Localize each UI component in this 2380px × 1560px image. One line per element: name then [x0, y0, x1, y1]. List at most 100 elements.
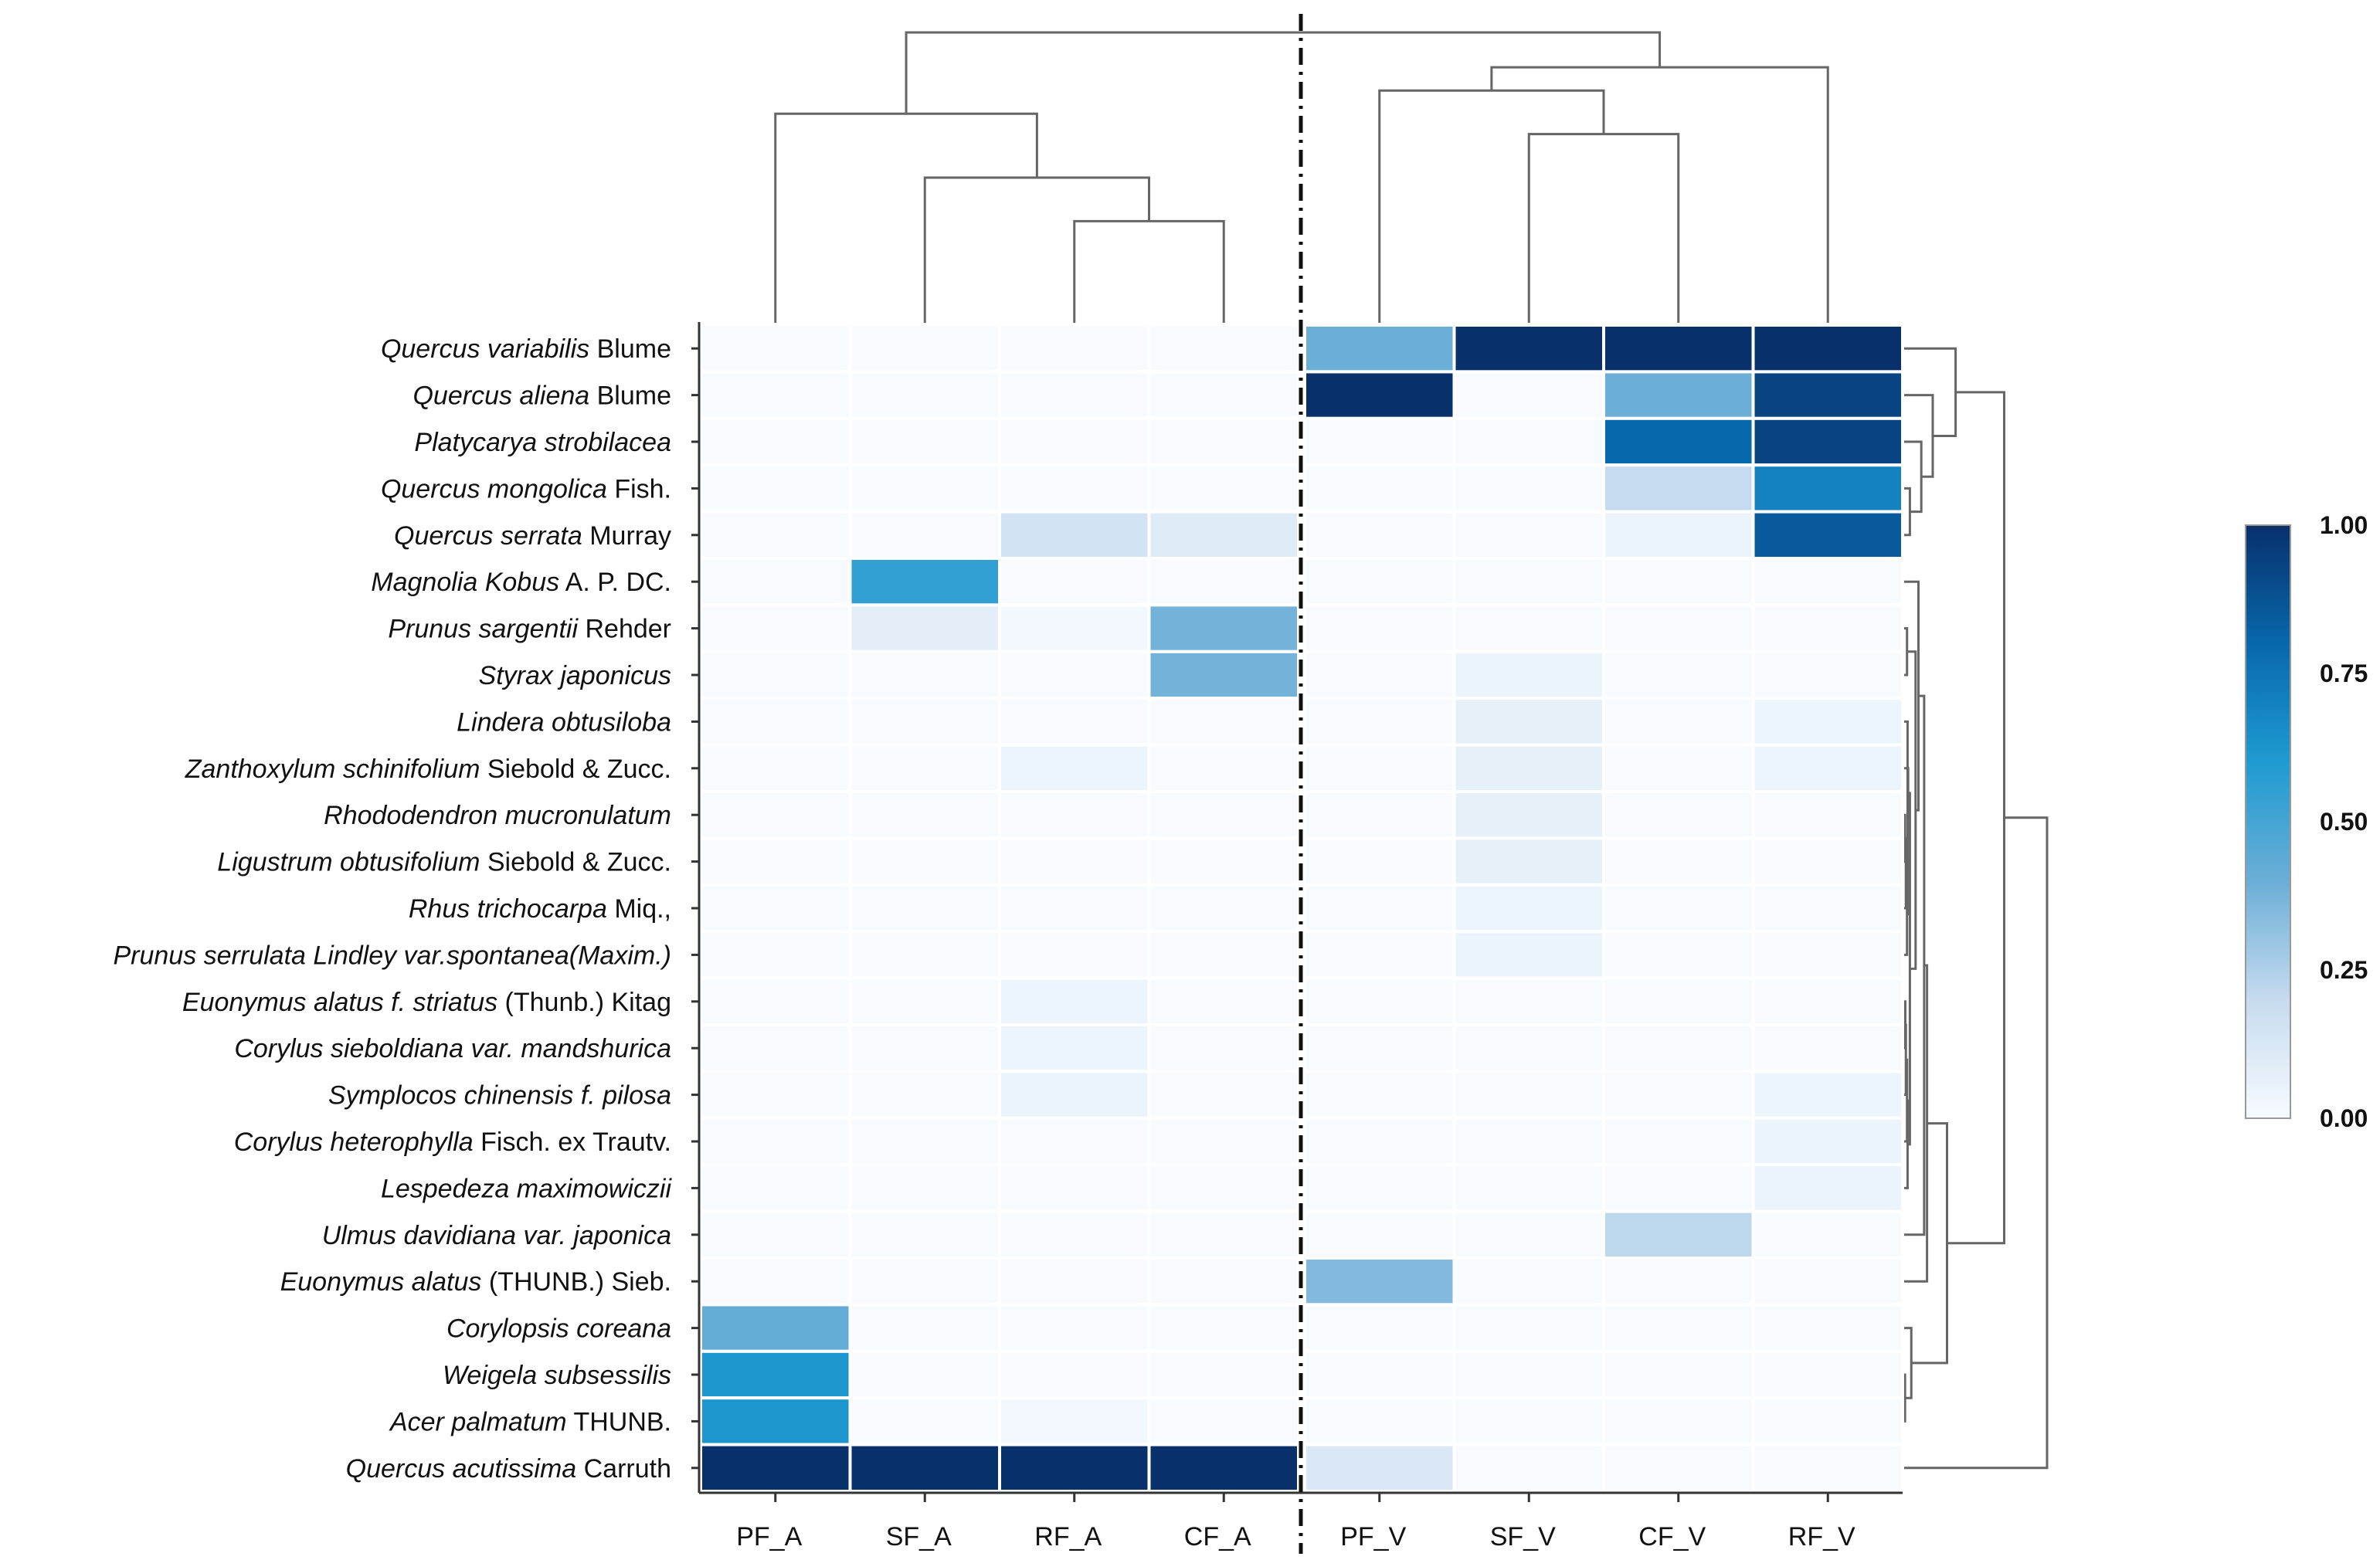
heatmap-cell: [848, 370, 1001, 420]
heatmap-cell: [1452, 557, 1605, 607]
heatmap-cell: [699, 510, 852, 560]
heatmap-cell: [1303, 1349, 1456, 1400]
heatmap-cell: [848, 1209, 1001, 1260]
row-dendrogram-branch: [1904, 816, 2049, 1470]
heatmap-cell: [1602, 510, 1755, 560]
heatmap-cell: [1602, 649, 1755, 700]
heatmap-cell: [1303, 743, 1456, 793]
heatmap-cell: [1452, 603, 1605, 653]
heatmap-cells: [699, 324, 1904, 1493]
heatmap-cell: [1602, 836, 1755, 887]
row-label: Zanthoxylum schinifolium Siebold & Zucc.: [185, 755, 671, 784]
row-label: Corylus sieboldiana var. mandshurica: [234, 1034, 671, 1063]
heatmap-cell: [1147, 790, 1300, 840]
heatmap-cell: [1452, 1256, 1605, 1307]
column-dendrogram-branch: [923, 176, 1150, 323]
heatmap-cell: [998, 743, 1151, 793]
row-label: Corylus heterophylla Fisch. ex Trautv.: [234, 1128, 671, 1157]
heatmap-cell: [848, 1163, 1001, 1213]
row-label: Weigela subsessilis: [443, 1361, 671, 1390]
heatmap-cell: [1303, 649, 1456, 700]
heatmap-cell: [1452, 416, 1605, 467]
row-dendrogram: [1903, 347, 2049, 1470]
column-labels: PF_A SF_A RF_A CF_A PF_V SF_V CF_V RF_V: [736, 1522, 1855, 1552]
row-label-taxon: Lindera obtusiloba: [457, 707, 671, 737]
row-label-taxon: Quercus variabilis: [381, 334, 589, 364]
heatmap-cell: [699, 1256, 852, 1307]
row-dendrogram-branch: [1904, 347, 1957, 437]
heatmap-cell: [998, 1349, 1151, 1400]
row-label: Quercus acutissima Carruth: [346, 1454, 671, 1484]
heatmap-cell: [848, 1070, 1001, 1120]
heatmap-cell: [1751, 743, 1904, 793]
heatmap-cell: [1303, 976, 1456, 1026]
heatmap-cell: [848, 416, 1001, 467]
heatmap-cell: [1602, 1070, 1755, 1120]
heatmap-cell: [1303, 463, 1456, 514]
row-label: Symplocos chinensis f. pilosa: [328, 1081, 671, 1111]
heatmap-cell: [1147, 1443, 1300, 1493]
row-label: Rhododendron mucronulatum: [324, 801, 671, 830]
row-label-taxon: Euonymus alatus: [280, 1267, 482, 1297]
heatmap-cell: [1602, 324, 1755, 374]
heatmap-cell: [1147, 1349, 1300, 1400]
row-label: Lindera obtusiloba: [457, 707, 671, 737]
row-label-authority: Rehder: [578, 615, 671, 644]
heatmap-cell: [1751, 510, 1904, 560]
colorbar-tick-label: 0.75: [2320, 660, 2368, 687]
heatmap-cell: [1452, 649, 1605, 700]
heatmap-cell: [1303, 416, 1456, 467]
row-label: Ulmus davidiana var. japonica: [322, 1221, 671, 1250]
heatmap-cell: [699, 1396, 852, 1446]
row-label-taxon: Corylus sieboldiana var. mandshurica: [234, 1034, 671, 1063]
heatmap-cell: [1303, 510, 1456, 560]
column-label: CF_A: [1184, 1522, 1251, 1552]
heatmap-cell: [998, 1070, 1151, 1120]
heatmap-cell: [1602, 697, 1755, 747]
heatmap-cell: [1147, 416, 1300, 467]
heatmap-cell: [848, 930, 1001, 980]
heatmap-cell: [1452, 930, 1605, 980]
heatmap-cell: [1452, 1116, 1605, 1167]
heatmap-cell: [699, 1163, 852, 1213]
heatmap-cell: [1303, 1209, 1456, 1260]
heatmap-cell: [699, 557, 852, 607]
heatmap-cell: [1602, 557, 1755, 607]
heatmap-cell: [1602, 370, 1755, 420]
heatmap-cell: [1602, 416, 1755, 467]
heatmap-cell: [848, 1396, 1001, 1446]
heatmap-cell: [699, 836, 852, 887]
row-label-taxon: Quercus acutissima: [346, 1454, 577, 1484]
heatmap-cell: [699, 697, 852, 747]
column-dendrogram-branch: [905, 31, 1662, 114]
row-label-authority: (Thunb.) Kitag: [497, 988, 671, 1017]
heatmap-cell: [1452, 790, 1605, 840]
heatmap-cell: [1751, 1256, 1904, 1307]
heatmap-cell: [1751, 324, 1904, 374]
heatmap-cell: [1147, 976, 1300, 1026]
heatmap-cell: [1303, 1303, 1456, 1353]
heatmap-cell: [998, 1256, 1151, 1307]
row-label: Quercus serrata Murray: [394, 521, 671, 551]
heatmap-cell: [1452, 1070, 1605, 1120]
heatmap-cell: [1452, 324, 1605, 374]
row-label-taxon: Rhododendron mucronulatum: [324, 801, 671, 830]
heatmap-cell: [1452, 510, 1605, 560]
heatmap-cell: [1452, 743, 1605, 793]
row-label-authority: Siebold & Zucc.: [480, 755, 671, 784]
heatmap-cell: [1751, 463, 1904, 514]
heatmap-cell: [699, 883, 852, 934]
row-label-authority: THUNB.: [567, 1407, 671, 1436]
row-label: Prunus serrulata Lindley var.spontanea(M…: [113, 941, 671, 970]
row-label-authority: (THUNB.) Sieb.: [481, 1267, 671, 1297]
row-dendrogram-branch: [1904, 627, 1909, 677]
column-dendrogram: [774, 31, 1829, 323]
heatmap-cell: [1303, 1116, 1456, 1167]
heatmap-cell: [699, 790, 852, 840]
column-label: PF_A: [736, 1522, 802, 1552]
heatmap-cell: [1452, 1163, 1605, 1213]
heatmap-cell: [998, 1396, 1151, 1446]
heatmap-cell: [1303, 790, 1456, 840]
row-label-authority: Carruth: [576, 1454, 671, 1484]
heatmap-cell: [848, 976, 1001, 1026]
